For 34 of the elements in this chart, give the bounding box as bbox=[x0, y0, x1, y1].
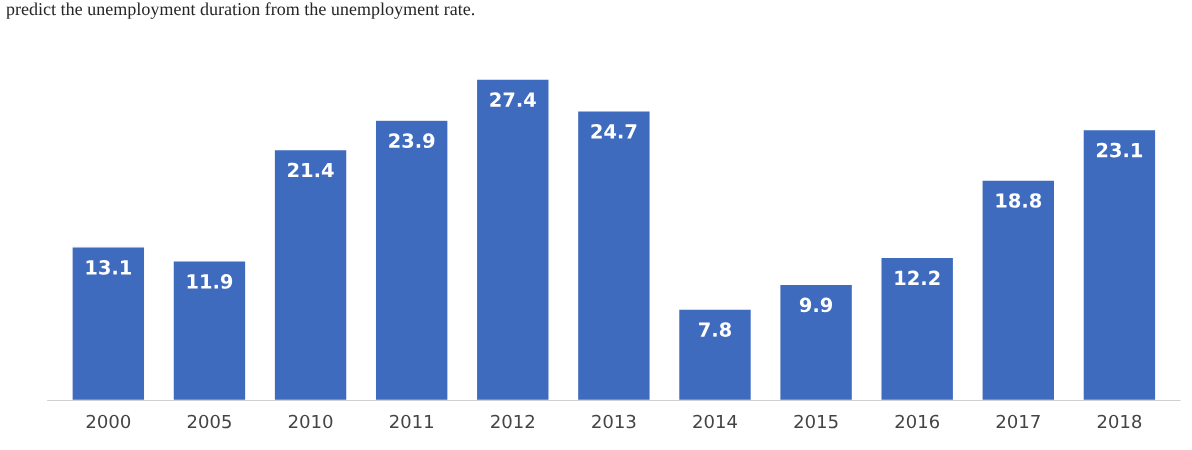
x-tick-label: 2013 bbox=[592, 414, 636, 429]
text: predict the unemployment duration from the unemployment rate. bbox=[6, 2, 475, 19]
x-tick-label: 2010 bbox=[288, 414, 333, 429]
data-label: 9.9 bbox=[799, 297, 833, 313]
bar bbox=[779, 283, 854, 401]
x-tick-label: 2000 bbox=[86, 414, 131, 429]
data-label: 27.4 bbox=[490, 92, 536, 107]
data-label: 23.1 bbox=[1096, 142, 1143, 158]
data-label: 23.9 bbox=[389, 133, 435, 149]
x-tick-label: 2011 bbox=[390, 414, 433, 429]
bar bbox=[273, 148, 348, 401]
bar bbox=[1082, 128, 1157, 401]
x-tick-label: 2016 bbox=[895, 414, 940, 429]
bar bbox=[981, 179, 1056, 401]
data-label: 24.7 bbox=[591, 123, 637, 139]
data-label: 18.8 bbox=[996, 193, 1042, 208]
x-tick-label: 2012 bbox=[491, 414, 534, 429]
x-tick-label: 2014 bbox=[693, 414, 737, 429]
bar bbox=[374, 119, 449, 401]
bar bbox=[71, 246, 146, 401]
data-label: 7.8 bbox=[699, 322, 731, 337]
bar bbox=[576, 110, 651, 401]
x-tick-label: 2017 bbox=[996, 414, 1040, 429]
data-label: 12.2 bbox=[895, 270, 940, 286]
data-label: 21.4 bbox=[288, 162, 334, 178]
bar bbox=[677, 308, 753, 401]
bar bbox=[172, 260, 247, 401]
bar bbox=[880, 256, 955, 401]
data-label: 11.9 bbox=[187, 274, 233, 289]
x-tick-label: 2018 bbox=[1097, 414, 1142, 429]
bar bbox=[475, 78, 550, 401]
data-label: 13.1 bbox=[86, 260, 131, 275]
x-tick-label: 2015 bbox=[794, 414, 838, 429]
x-tick-label: 2005 bbox=[187, 414, 231, 429]
